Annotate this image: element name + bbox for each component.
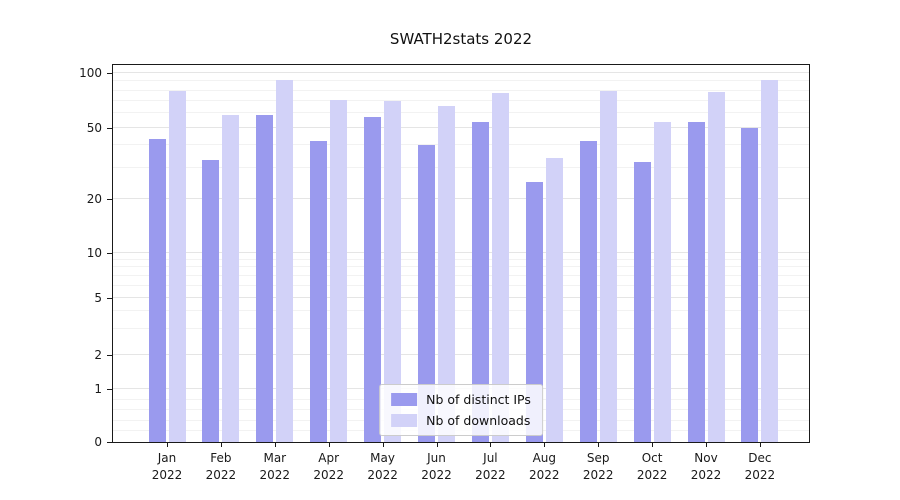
y-tick-mark	[107, 442, 112, 443]
gridline-major	[113, 198, 809, 200]
bar-distinct-ips	[471, 121, 489, 442]
y-tick-label: 1	[94, 382, 102, 397]
x-tick-label: Sep 2022	[582, 451, 614, 482]
bar-distinct-ips	[310, 141, 328, 442]
bar-distinct-ips	[633, 162, 651, 442]
legend-swatch-distinct-ips	[391, 393, 418, 406]
bar-distinct-ips	[525, 181, 543, 442]
chart-title: SWATH2stats 2022	[389, 30, 533, 48]
gridline-minor	[113, 284, 809, 286]
bar-distinct-ips	[256, 114, 274, 442]
gridline-major	[113, 353, 809, 355]
gridline-major	[113, 126, 809, 128]
bar-distinct-ips	[687, 121, 705, 442]
bar-downloads	[653, 121, 671, 442]
gridline-minor	[113, 328, 809, 330]
x-tick-label: Jan 2022	[151, 451, 183, 482]
bar-downloads	[761, 79, 779, 442]
x-tick-mark	[274, 443, 276, 447]
bar-downloads	[491, 92, 509, 442]
legend-entry-distinct-ips: Nb of distinct IPs	[391, 392, 531, 407]
x-tick-mark	[436, 443, 438, 447]
bar-distinct-ips	[418, 145, 435, 442]
plot-area: Nb of distinct IPs Nb of downloads	[112, 64, 810, 443]
bar-downloads	[330, 99, 348, 442]
y-tick-mark	[107, 72, 112, 74]
x-tick-mark	[544, 443, 546, 447]
bar-distinct-ips	[202, 160, 220, 442]
x-tick-mark	[652, 443, 654, 447]
gridline-major	[113, 296, 809, 298]
x-tick-label: Dec 2022	[744, 451, 776, 482]
y-tick-label: 100	[79, 65, 102, 80]
bar-downloads	[707, 91, 725, 442]
gridline-minor	[113, 100, 809, 102]
x-tick-label: May 2022	[367, 451, 398, 482]
y-tick-mark	[107, 354, 112, 356]
gridline-minor	[113, 266, 809, 268]
x-tick-label: Jul 2022	[475, 451, 506, 482]
x-tick-label: Jun 2022	[421, 451, 452, 482]
x-tick-label: Apr 2022	[313, 451, 344, 482]
gridline-minor	[113, 80, 809, 82]
bar-distinct-ips	[148, 139, 166, 442]
gridline-major	[113, 252, 809, 254]
gridline-minor	[113, 166, 809, 168]
legend-swatch-downloads	[391, 414, 418, 427]
x-tick-mark	[759, 443, 761, 447]
x-tick-label: Feb 2022	[205, 451, 237, 482]
bars	[113, 65, 809, 442]
x-tick-label: Aug 2022	[529, 451, 560, 482]
x-tick-label: Oct 2022	[636, 451, 668, 482]
bar-downloads	[168, 90, 186, 442]
bar-downloads	[545, 157, 563, 442]
y-tick-label: 50	[86, 120, 102, 135]
y-tick-label: 5	[94, 290, 102, 305]
bar-downloads	[384, 101, 402, 442]
y-tick-label: 0	[94, 435, 102, 449]
legend-label-downloads: Nb of downloads	[426, 413, 531, 428]
bar-downloads	[438, 105, 455, 442]
gridline-minor	[113, 310, 809, 312]
y-tick-label: 2	[94, 347, 102, 362]
y-tick-mark	[107, 389, 112, 391]
x-tick-mark	[598, 443, 600, 447]
x-tick-mark	[382, 443, 384, 447]
legend-entry-downloads: Nb of downloads	[391, 413, 531, 428]
legend-label-distinct-ips: Nb of distinct IPs	[426, 392, 531, 407]
legend: Nb of distinct IPs Nb of downloads	[379, 384, 543, 436]
x-tick-mark	[167, 443, 168, 447]
gridline-minor	[113, 258, 809, 260]
bar-distinct-ips	[741, 127, 759, 442]
y-tick-mark	[107, 199, 112, 201]
x-tick-mark	[328, 443, 330, 447]
bar-distinct-ips	[364, 117, 382, 442]
x-tick-mark	[220, 443, 222, 447]
y-tick-mark	[107, 297, 112, 299]
bar-distinct-ips	[579, 141, 597, 442]
y-tick-label: 20	[86, 192, 102, 207]
gridline-minor	[113, 275, 809, 277]
gridline-minor	[113, 89, 809, 91]
x-tick-mark	[490, 443, 492, 447]
gridline-major	[113, 71, 809, 73]
y-tick-mark	[107, 127, 112, 129]
gridline-minor	[113, 144, 809, 146]
bar-downloads	[222, 114, 240, 442]
bar-downloads	[599, 90, 617, 442]
y-tick-mark	[107, 253, 112, 255]
x-tick-label: Nov 2022	[690, 451, 722, 482]
bar-downloads	[276, 80, 294, 442]
y-tick-label: 10	[86, 246, 102, 261]
x-tick-label: Mar 2022	[259, 451, 291, 482]
gridline-minor	[113, 112, 809, 114]
x-tick-mark	[706, 443, 707, 447]
